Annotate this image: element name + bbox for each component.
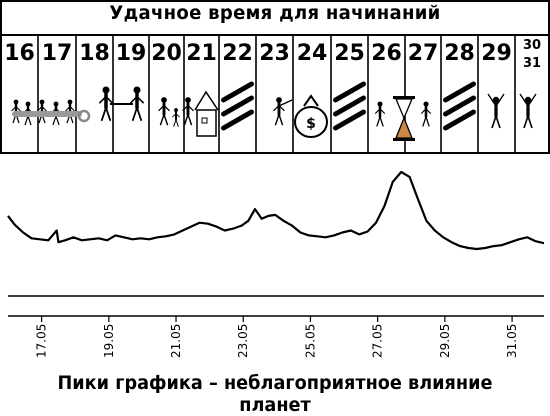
day-number: 24 (296, 41, 328, 66)
day-number: 28 (444, 41, 475, 66)
x-tick-label: 19.05 (102, 324, 116, 358)
day-number: 25 (334, 41, 365, 66)
x-tick-label: 17.05 (35, 324, 49, 358)
day-number: 21 (186, 41, 217, 66)
hatched-unfavorable-icon (443, 81, 476, 131)
page-title: Удачное время для начинаний (109, 2, 441, 24)
hourglass-figures-icon (374, 96, 432, 141)
hatched-unfavorable-icon (221, 81, 254, 131)
person-reaching-money-bag-icon (273, 97, 293, 126)
day-number: 16 (4, 41, 35, 66)
x-tick-label: 27.05 (371, 324, 385, 358)
day-number: 18 (79, 41, 110, 66)
day-number: 26 (371, 41, 402, 66)
day-number: 30 (522, 38, 542, 53)
day-number: 17 (41, 41, 73, 66)
svg-text:$: $ (306, 116, 316, 132)
day-number: 31 (522, 56, 542, 71)
x-tick-label: 29.05 (438, 324, 452, 358)
x-tick-label: 23.05 (236, 324, 250, 358)
day-number: 23 (259, 41, 290, 66)
day-number: 27 (407, 41, 439, 66)
celebrating-people-icon (487, 93, 537, 129)
money-bag-icon: $ (294, 94, 328, 138)
handshake-icon (98, 86, 145, 122)
planet-influence-chart: 17.05 19.05 21.05 23.05 25.05 27.05 29.05 31.05 (7, 170, 545, 358)
series-line (7, 170, 545, 251)
x-tick-label: 25.05 (303, 324, 317, 358)
x-tick-label: 21.05 (169, 324, 183, 358)
hatched-unfavorable-icon (333, 81, 366, 131)
day-number: 20 (151, 41, 182, 66)
family-house-icon (158, 90, 219, 137)
day-number: 22 (222, 41, 253, 66)
day-number: 19 (115, 41, 147, 66)
day-strip: $ (0, 0, 550, 154)
walking-people-with-key-icon (11, 99, 91, 126)
chart-caption: Пики графика – неблагоприятное влияние п… (57, 372, 493, 416)
day-number: 29 (481, 41, 512, 66)
x-tick-label: 31.05 (505, 324, 519, 358)
